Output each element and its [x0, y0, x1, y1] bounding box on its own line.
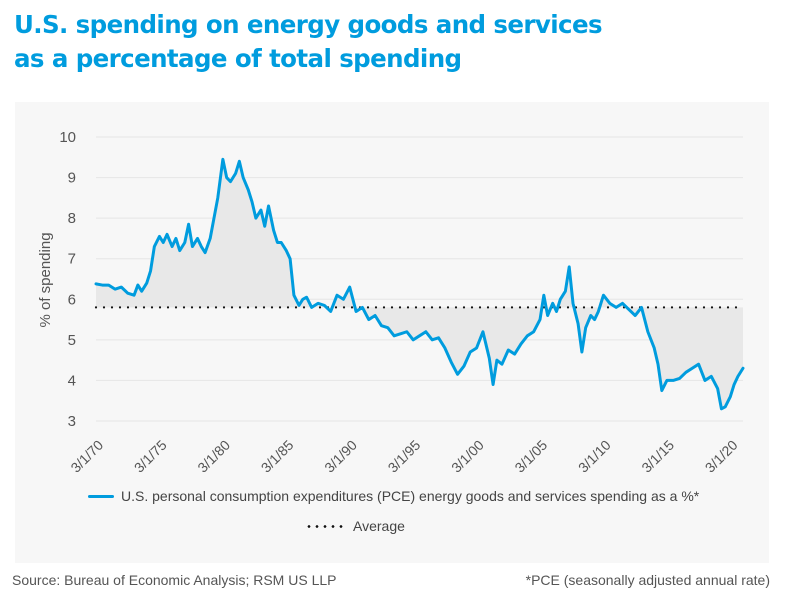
y-tick-label: 8 — [68, 210, 76, 227]
y-tick-label: 5 — [68, 332, 76, 349]
area-fill — [96, 159, 743, 409]
legend-item-average[interactable]: Average — [305, 518, 405, 534]
y-axis-label: % of spending — [37, 232, 54, 327]
legend-item-series[interactable]: U.S. personal consumption expenditures (… — [88, 488, 699, 504]
x-tick-label: 3/1/80 — [194, 437, 233, 476]
chart-title-line-1: U.S. spending on energy goods and servic… — [14, 10, 603, 39]
y-tick-label: 6 — [68, 291, 76, 308]
x-tick-label: 3/1/90 — [321, 437, 360, 476]
pce-energy-series-line — [94, 157, 745, 411]
series-line-swatch-icon — [88, 494, 114, 498]
x-tick-label: 3/1/85 — [258, 437, 297, 476]
x-tick-label: 3/1/20 — [702, 437, 741, 476]
chart-title: U.S. spending on energy goods and servic… — [14, 8, 603, 76]
pce-footnote: *PCE (seasonally adjusted annual rate) — [525, 572, 770, 588]
source-note: Source: Bureau of Economic Analysis; RSM… — [12, 572, 337, 588]
y-tick-label: 10 — [59, 129, 76, 146]
x-tick-label: 3/1/00 — [448, 437, 487, 476]
x-tick-label: 3/1/05 — [511, 437, 550, 476]
y-axis-ticks: 3 4 5 6 7 8 9 10 — [59, 129, 76, 430]
legend-series-label: U.S. personal consumption expenditures (… — [121, 488, 700, 504]
y-tick-label: 9 — [68, 170, 76, 187]
x-tick-label: 3/1/15 — [638, 437, 677, 476]
chart-title-line-2: as a percentage of total spending — [14, 44, 462, 73]
x-tick-label: 3/1/70 — [67, 437, 106, 476]
x-axis-ticks: 3/1/70 3/1/75 3/1/80 3/1/85 3/1/90 3/1/95 3/1/… — [67, 437, 740, 476]
y-tick-label: 3 — [68, 413, 76, 430]
dotted-line-swatch-icon — [305, 524, 345, 528]
x-tick-label: 3/1/75 — [131, 437, 170, 476]
series-line — [94, 157, 745, 411]
y-tick-label: 7 — [68, 251, 76, 268]
legend-average-label: Average — [353, 518, 405, 534]
x-tick-label: 3/1/95 — [385, 437, 424, 476]
x-tick-label: 3/1/10 — [575, 437, 614, 476]
area-fill-shape — [96, 159, 743, 409]
y-tick-label: 4 — [68, 372, 76, 389]
